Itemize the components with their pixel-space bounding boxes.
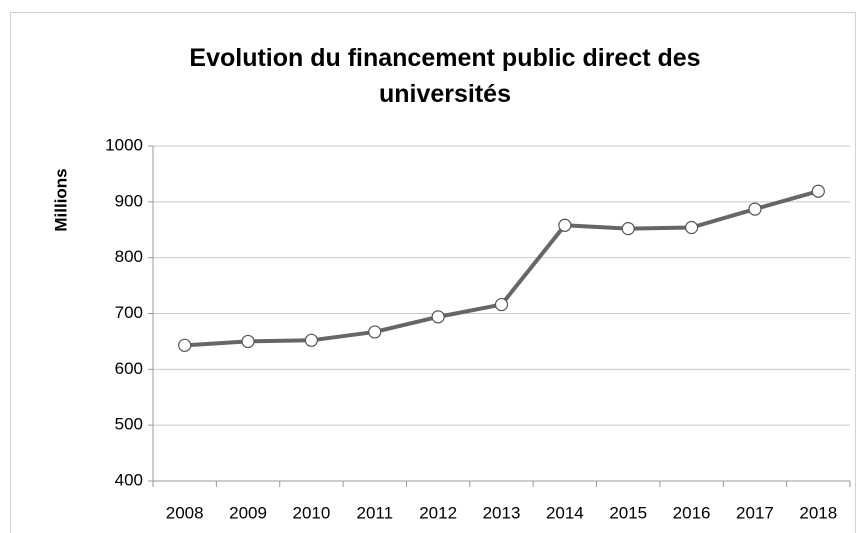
data-point	[684, 220, 699, 235]
y-tick-label: 700	[115, 303, 143, 322]
data-point	[178, 338, 192, 352]
y-tick-label: 600	[115, 359, 143, 378]
data-point	[304, 333, 319, 347]
x-tick-label: 2015	[609, 503, 647, 522]
data-point	[748, 202, 762, 216]
x-tick-label: 2012	[419, 503, 457, 522]
data-point	[431, 310, 445, 324]
y-tick-label: 400	[115, 470, 143, 489]
data-point	[811, 184, 825, 198]
y-tick-label: 500	[115, 415, 143, 434]
data-point	[241, 334, 255, 349]
y-tick-label: 800	[115, 247, 143, 266]
data-point	[621, 222, 635, 236]
x-tick-label: 2017	[736, 503, 774, 522]
y-axis-label: Millions	[51, 168, 70, 231]
data-point	[558, 218, 572, 232]
x-tick-label: 2010	[292, 503, 330, 522]
x-tick-label: 2011	[356, 503, 393, 522]
x-tick-label: 2016	[673, 503, 711, 522]
chart-title: Evolution du financement public direct d…	[189, 44, 701, 108]
x-tick-label: 2008	[166, 503, 204, 522]
chart-border	[10, 12, 856, 533]
line-series	[184, 189, 819, 348]
y-tick-label: 900	[115, 191, 143, 210]
x-tick-label: 2013	[483, 503, 521, 522]
data-point	[494, 297, 509, 312]
x-tick-label: 2018	[799, 503, 837, 522]
y-tick-label: 1000	[105, 135, 143, 154]
data-point	[368, 325, 382, 339]
x-tick-label: 2009	[229, 503, 267, 522]
x-tick-label: 2014	[546, 503, 584, 522]
